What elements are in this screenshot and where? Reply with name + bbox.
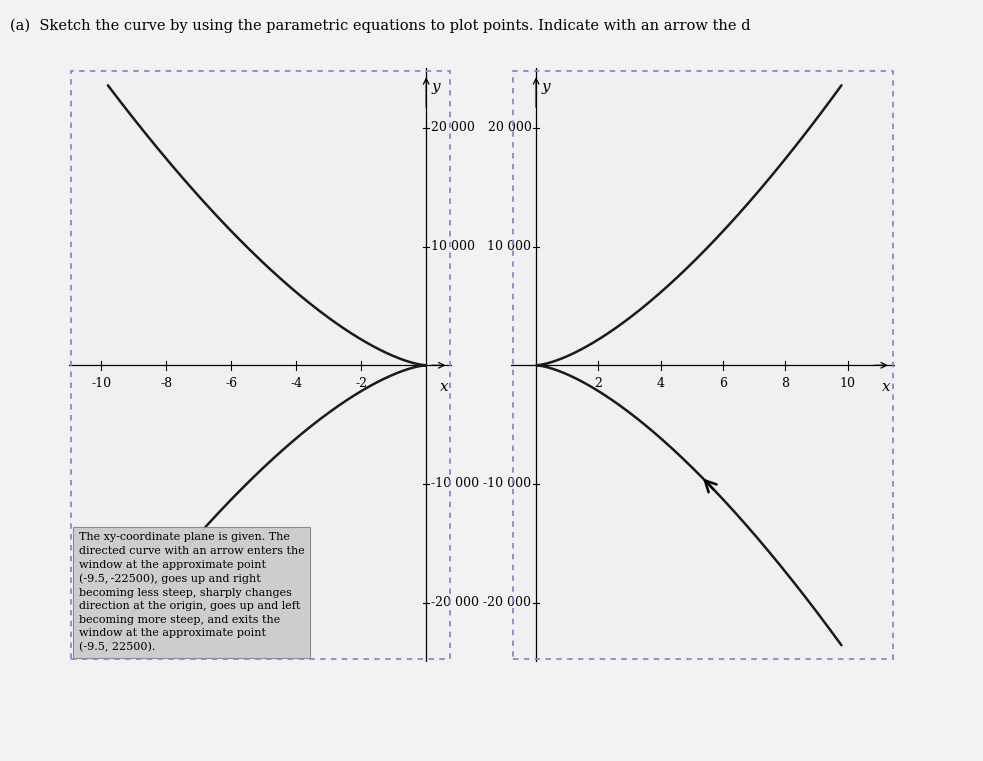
Text: -10 000: -10 000 — [484, 477, 532, 491]
Text: -8: -8 — [160, 377, 172, 390]
Text: -2: -2 — [355, 377, 368, 390]
Text: (a)  Sketch the curve by using the parametric equations to plot points. Indicate: (a) Sketch the curve by using the parame… — [10, 19, 750, 33]
Text: -6: -6 — [225, 377, 237, 390]
Text: 2: 2 — [595, 377, 603, 390]
Text: -20 000: -20 000 — [484, 596, 532, 610]
Text: 20 000: 20 000 — [488, 121, 532, 135]
Text: -20 000: -20 000 — [431, 596, 479, 610]
Text: The xy-coordinate plane is given. The
directed curve with an arrow enters the
wi: The xy-coordinate plane is given. The di… — [79, 533, 305, 653]
Text: 10 000: 10 000 — [488, 240, 532, 253]
Text: x: x — [882, 380, 891, 394]
Text: y: y — [432, 81, 440, 94]
Text: 10: 10 — [839, 377, 856, 390]
Text: x: x — [439, 380, 448, 394]
Text: 4: 4 — [657, 377, 665, 390]
Text: 20 000: 20 000 — [431, 121, 475, 135]
Text: -10 000: -10 000 — [431, 477, 479, 491]
Text: y: y — [542, 81, 550, 94]
Text: 10 000: 10 000 — [431, 240, 475, 253]
Text: 6: 6 — [720, 377, 727, 390]
Text: 8: 8 — [781, 377, 789, 390]
Text: -10: -10 — [91, 377, 111, 390]
Text: -4: -4 — [290, 377, 303, 390]
